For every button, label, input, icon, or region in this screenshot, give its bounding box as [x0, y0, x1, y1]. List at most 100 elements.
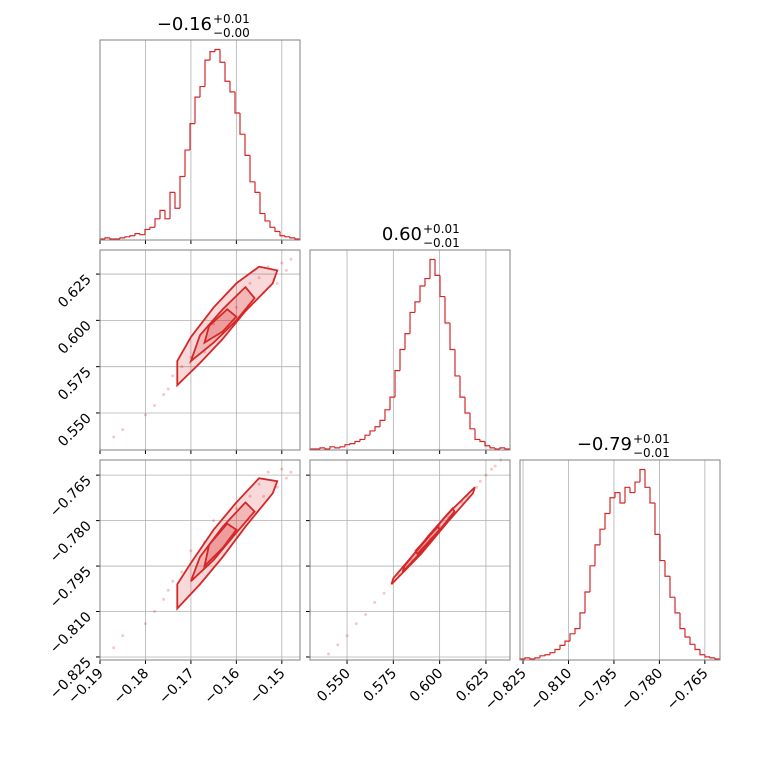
sample-point: [336, 643, 340, 647]
histogram-bin: [279, 231, 285, 237]
histogram-bin: [194, 96, 200, 124]
histogram-bin: [169, 191, 175, 219]
contour: [203, 308, 238, 345]
x-tick-label: 0.575: [360, 666, 400, 706]
sample-point: [143, 622, 147, 626]
histogram-bin: [159, 209, 165, 219]
sample-point: [143, 413, 147, 417]
sample-point: [354, 622, 358, 626]
histogram-bin: [209, 51, 215, 61]
sample-point: [280, 261, 284, 265]
histogram-bin: [414, 301, 420, 313]
panel-title: −0.79: [577, 434, 632, 455]
histogram-bin: [699, 649, 705, 656]
y-tick-label: −0.810: [47, 609, 95, 657]
histogram-bin: [139, 233, 145, 236]
histogram-bin: [124, 236, 130, 238]
histogram-bin: [229, 81, 235, 93]
histogram-bin: [444, 296, 450, 324]
histogram-bin: [254, 181, 260, 193]
histogram-bin: [609, 497, 615, 514]
histogram-bin: [589, 565, 595, 592]
sample-point: [327, 652, 331, 656]
histogram-bin: [219, 49, 225, 63]
title-upper-error: +0.01: [633, 432, 670, 446]
sample-point: [262, 494, 266, 498]
sample-point: [284, 268, 288, 272]
histogram-bin: [224, 62, 230, 82]
histogram-bin: [579, 612, 585, 629]
histogram-bin: [704, 654, 710, 658]
histogram-bin: [449, 323, 455, 351]
histogram-bin: [469, 412, 475, 430]
histogram-bin: [524, 657, 530, 659]
sample-point: [257, 482, 261, 486]
sample-point: [234, 305, 238, 309]
x-tick-label: −0.16: [202, 665, 244, 707]
histogram-bin: [364, 434, 370, 440]
histogram-bin: [374, 426, 380, 431]
sample-point: [112, 646, 116, 650]
histogram-bin: [674, 597, 680, 614]
sample-point: [121, 428, 125, 432]
x-tick-label: −0.795: [573, 666, 621, 714]
sample-point: [266, 470, 270, 474]
y-tick-label: −0.795: [47, 564, 95, 612]
histogram-bin: [269, 220, 275, 228]
histogram-bin: [284, 235, 290, 238]
histogram-bin: [459, 375, 465, 398]
sample-point: [166, 588, 170, 592]
x-tick-label: −0.810: [527, 666, 575, 714]
histogram-bin: [584, 591, 590, 613]
histogram-bin: [614, 491, 620, 498]
histogram-bin: [604, 512, 610, 530]
histogram-bin: [529, 657, 535, 660]
contour: [203, 522, 238, 569]
histogram-bin: [474, 428, 480, 441]
histogram-bin: [634, 481, 640, 493]
contour: [401, 506, 456, 573]
y-tick-label: 0.600: [55, 318, 95, 358]
histogram-bin: [184, 149, 190, 177]
sample-point: [166, 387, 170, 391]
sample-point: [493, 464, 497, 468]
histogram-bin: [274, 227, 280, 233]
panel-frame: [99, 459, 301, 661]
histogram-bin: [494, 447, 500, 450]
histogram-bin: [534, 657, 540, 659]
histogram-bin: [714, 657, 720, 660]
histogram-bin: [394, 370, 400, 398]
histogram-bin: [244, 134, 250, 156]
histogram-bin: [199, 85, 205, 98]
sample-point: [171, 579, 175, 583]
sample-point: [266, 265, 270, 269]
histogram-bin: [104, 237, 110, 239]
sample-point: [153, 404, 157, 408]
histogram-bin: [239, 113, 245, 135]
histogram-bin: [694, 644, 700, 651]
histogram-bin: [504, 447, 510, 450]
histogram-bin: [639, 468, 645, 483]
histogram-bin: [499, 447, 505, 449]
sample-point: [171, 374, 175, 378]
y-tick-label: 0.575: [55, 364, 95, 404]
histogram-bin: [234, 91, 240, 114]
sample-point: [257, 276, 261, 280]
histogram-bin: [479, 439, 485, 443]
panel-title: −0.16: [157, 14, 212, 35]
histogram-bin: [359, 438, 365, 442]
sample-point: [162, 597, 166, 601]
sample-point: [289, 257, 293, 261]
histogram-bin: [289, 236, 295, 239]
histogram-bin: [179, 175, 185, 209]
histogram-bin: [624, 486, 630, 504]
y-tick-label: 0.625: [55, 272, 95, 312]
histogram-bin: [249, 155, 255, 183]
histogram-bin: [654, 503, 660, 536]
histogram-bin: [324, 447, 330, 450]
title-lower-error: −0.01: [633, 446, 670, 460]
histogram-bin: [544, 654, 550, 656]
histogram-bin: [389, 396, 395, 410]
title-upper-error: +0.01: [423, 222, 460, 236]
contour: [190, 501, 256, 582]
